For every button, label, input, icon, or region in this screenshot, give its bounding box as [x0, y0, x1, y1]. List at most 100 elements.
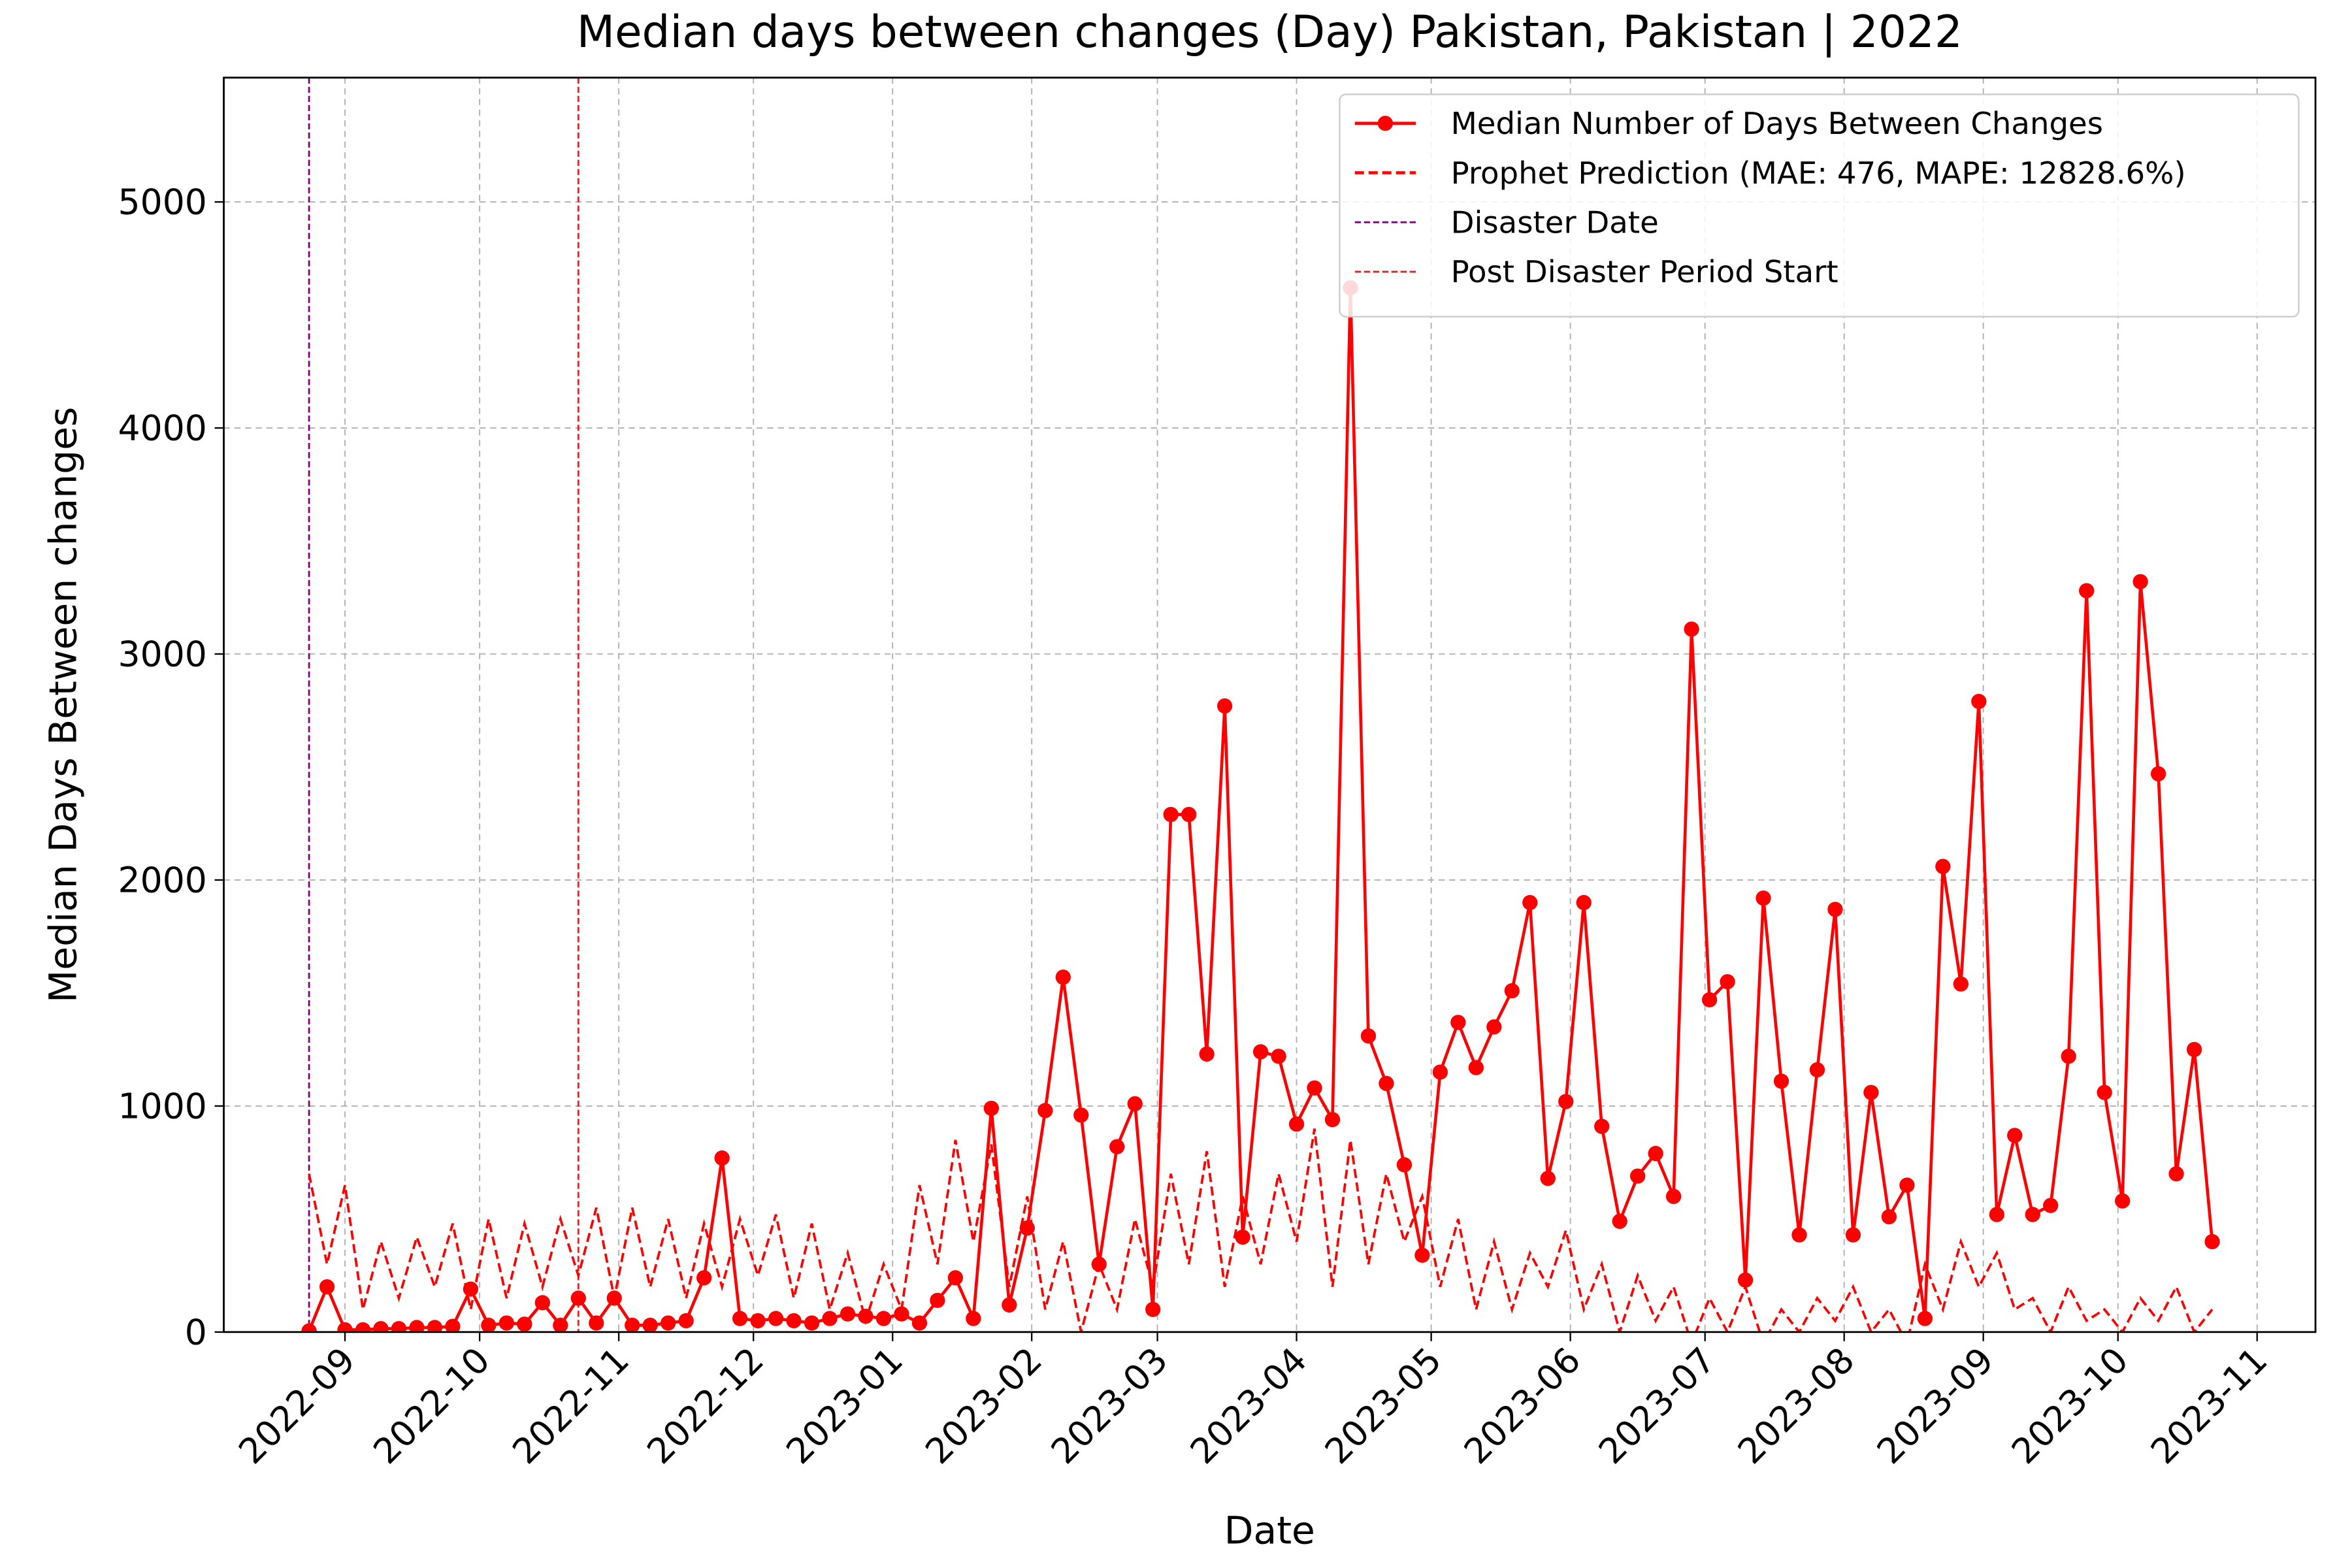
data-point: [822, 1311, 838, 1326]
data-point: [894, 1306, 909, 1322]
data-point: [355, 1322, 371, 1332]
data-point: [858, 1308, 874, 1324]
x-axis-label: Date: [1224, 1509, 1315, 1553]
data-point: [1558, 1094, 1574, 1109]
y-axis-label: Median Days Between changes: [41, 407, 86, 1003]
data-point: [1324, 1111, 1341, 1128]
data-point: [1288, 1116, 1305, 1132]
data-point: [1414, 1247, 1430, 1263]
data-point: [2097, 1085, 2112, 1100]
plot-frame: [223, 76, 2317, 1333]
data-point: [445, 1318, 461, 1332]
data-point: [678, 1313, 694, 1329]
y-tick-label: 1000: [118, 1086, 207, 1127]
data-point: [1594, 1119, 1610, 1134]
legend-box: [1339, 93, 2300, 318]
data-point: [2061, 1049, 2076, 1064]
data-point: [661, 1315, 676, 1331]
data-point: [498, 1315, 515, 1331]
data-point: [1199, 1046, 1215, 1062]
data-point: [1720, 973, 1735, 990]
data-point: [642, 1317, 658, 1332]
data-point: [786, 1313, 802, 1329]
data-point: [1773, 1073, 1789, 1089]
data-point: [1899, 1177, 1915, 1193]
data-point: [2168, 1166, 2184, 1182]
data-point: [2007, 1128, 2023, 1143]
data-point: [1845, 1227, 1861, 1243]
data-point: [409, 1320, 425, 1332]
data-point: [1881, 1209, 1897, 1225]
data-point: [1271, 1049, 1286, 1064]
data-point: [1073, 1107, 1089, 1123]
data-point: [1360, 1028, 1377, 1044]
data-point: [606, 1290, 622, 1306]
data-point: [696, 1270, 712, 1286]
data-point: [625, 1317, 640, 1332]
data-point: [1217, 698, 1233, 714]
data-point: [1989, 1207, 2004, 1222]
data-point: [1522, 894, 1538, 911]
data-point: [1127, 1096, 1143, 1112]
data-point: [930, 1292, 945, 1309]
data-point: [1504, 983, 1520, 999]
legend-label: Prophet Prediction (MAE: 476, MAPE: 1282…: [1451, 155, 2186, 191]
data-point: [966, 1311, 981, 1326]
data-point: [1235, 1229, 1250, 1245]
data-point: [391, 1320, 407, 1332]
data-point: [804, 1315, 820, 1331]
data-point: [1055, 970, 1071, 985]
data-point: [534, 1295, 550, 1311]
legend-label: Median Number of Days Between Changes: [1451, 106, 2103, 141]
data-point: [301, 1323, 317, 1332]
data-point: [1791, 1227, 1807, 1243]
data-point: [983, 1100, 999, 1116]
data-point: [2079, 583, 2095, 598]
data-point: [1163, 806, 1179, 823]
data-point: [427, 1320, 443, 1332]
data-point: [1701, 992, 1718, 1007]
legend-label: Post Disaster Period Start: [1451, 254, 1838, 289]
data-point: [1809, 1062, 1825, 1078]
data-point: [2025, 1207, 2040, 1222]
data-point: [2150, 766, 2166, 781]
data-point: [1684, 621, 1699, 637]
data-point: [1576, 894, 1592, 911]
y-tick-label: 0: [185, 1311, 207, 1352]
data-point: [570, 1290, 586, 1306]
data-point: [875, 1311, 892, 1326]
y-tick-label: 5000: [118, 182, 207, 223]
data-point: [1019, 1220, 1035, 1236]
y-tick-label: 3000: [118, 634, 207, 675]
data-point: [840, 1306, 856, 1322]
data-point: [1145, 1301, 1161, 1317]
data-point: [1432, 1064, 1448, 1080]
data-point: [1665, 1188, 1682, 1204]
data-point: [1109, 1139, 1125, 1154]
data-point: [1450, 1015, 1466, 1030]
data-point: [2204, 1233, 2220, 1250]
data-point: [1091, 1256, 1107, 1272]
chart-title: Median days between changes (Day) Pakist…: [577, 6, 1963, 57]
data-point: [1252, 1044, 1269, 1060]
data-point: [1037, 1103, 1053, 1119]
data-point: [911, 1315, 928, 1331]
data-point: [2186, 1041, 2202, 1058]
data-point: [1737, 1272, 1754, 1288]
data-point: [1396, 1157, 1413, 1173]
data-point: [1486, 1019, 1502, 1035]
data-point: [1307, 1080, 1322, 1096]
data-point: [373, 1320, 389, 1332]
data-point: [337, 1322, 353, 1332]
data-point: [589, 1315, 604, 1331]
data-point: [1612, 1213, 1627, 1229]
y-tick-label: 2000: [118, 860, 207, 901]
y-tick-label: 4000: [118, 408, 207, 449]
data-point: [1181, 806, 1197, 823]
data-point: [1648, 1145, 1663, 1162]
data-point: [1863, 1085, 1879, 1100]
data-point: [947, 1270, 964, 1286]
data-point: [768, 1311, 784, 1326]
